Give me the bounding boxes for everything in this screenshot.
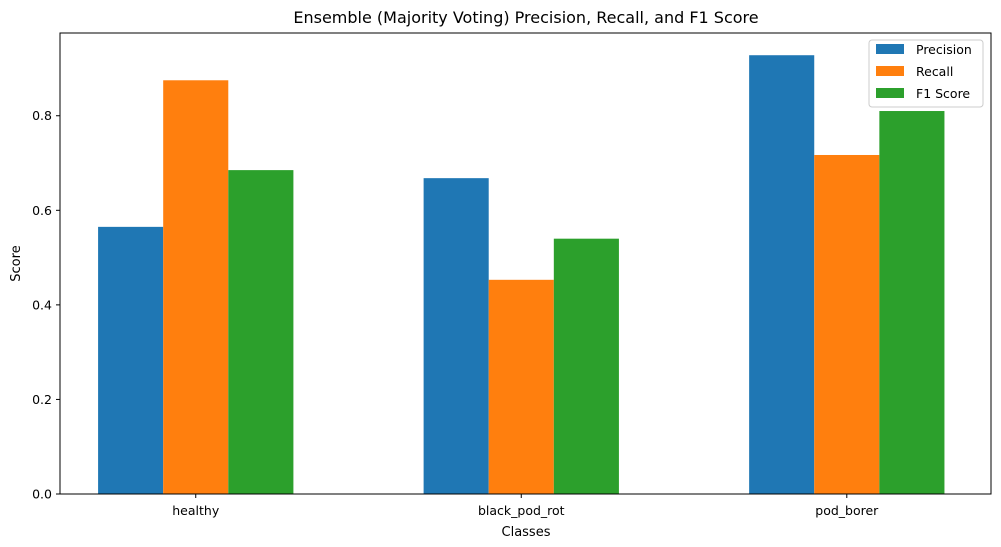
bar-recall-pod_borer [814, 154, 880, 495]
legend-label-precision: Precision [916, 42, 972, 57]
bar-f1-score-healthy [228, 170, 294, 494]
legend-label-f1-score: F1 Score [916, 86, 970, 101]
chart-title: Ensemble (Majority Voting) Precision, Re… [293, 8, 758, 27]
y-tick-label: 0.8 [32, 108, 52, 123]
x-tick-label-pod_borer: pod_borer [815, 503, 879, 518]
bar-f1-score-black_pod_rot [553, 238, 619, 494]
legend-swatch-recall [876, 66, 904, 76]
bar-precision-black_pod_rot [423, 178, 489, 494]
bar-recall-healthy [163, 80, 229, 494]
y-axis-label: Score [9, 245, 24, 281]
plot-frame [59, 32, 992, 495]
legend-swatch-precision [876, 44, 904, 54]
legend: Precision Recall F1 Score [868, 39, 984, 108]
x-tick-label-healthy: healthy [172, 503, 220, 518]
bar-precision-pod_borer [749, 55, 815, 494]
y-tick-label: 0.4 [32, 297, 52, 312]
y-axis-ticks: 0.0 0.2 0.4 0.6 0.8 [32, 108, 60, 502]
legend-swatch-f1-score [876, 88, 904, 98]
x-axis-label: Classes [502, 525, 551, 540]
y-tick-label: 0.2 [32, 392, 52, 407]
bar-precision-healthy [98, 226, 164, 495]
y-tick-label: 0.0 [32, 487, 52, 502]
x-axis-ticks: healthy black_pod_rot pod_borer [172, 494, 879, 518]
x-tick-label-black_pod_rot: black_pod_rot [478, 503, 565, 518]
legend-label-recall: Recall [916, 64, 953, 79]
bars-group [98, 55, 945, 495]
bar-recall-black_pod_rot [488, 279, 554, 494]
y-tick-label: 0.6 [32, 203, 52, 218]
bar-f1-score-pod_borer [879, 111, 945, 495]
